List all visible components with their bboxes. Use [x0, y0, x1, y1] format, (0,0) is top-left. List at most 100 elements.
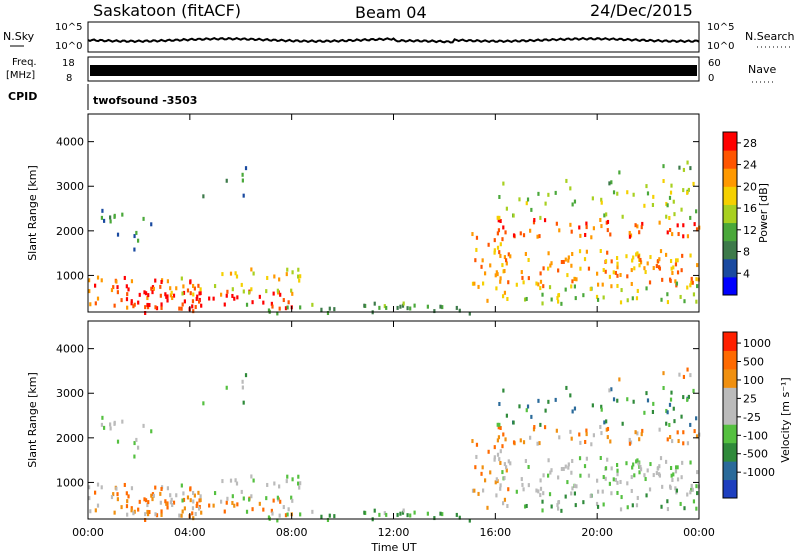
echo-cell — [504, 230, 507, 235]
echo-cell — [164, 292, 167, 297]
echo-cell — [123, 275, 126, 280]
echo-cell — [695, 209, 698, 214]
echo-cell — [592, 226, 595, 231]
echo-cell — [152, 493, 155, 498]
echo-cell — [582, 293, 585, 298]
echo-cell — [670, 390, 673, 395]
echo-cell — [159, 500, 162, 505]
echo-cell — [220, 499, 223, 504]
echo-cell — [626, 505, 629, 510]
echo-cell — [299, 512, 302, 517]
echo-cell — [455, 305, 458, 310]
echo-cell — [691, 487, 694, 492]
echo-cell — [601, 282, 604, 287]
echo-cell — [696, 284, 699, 289]
echo-cell — [562, 466, 565, 471]
echo-cell — [493, 457, 496, 462]
echo-cell — [687, 394, 690, 399]
echo-cell — [499, 276, 502, 281]
echo-cell — [499, 242, 502, 247]
echo-cell — [137, 507, 140, 512]
echo-cell — [682, 234, 685, 239]
echo-cell — [109, 215, 112, 220]
nsearch-tick-low: 10^0 — [707, 41, 734, 52]
echo-cell — [142, 423, 145, 428]
echo-cell — [549, 263, 552, 268]
echo-cell — [574, 503, 577, 508]
power-colorbar-frame — [722, 131, 738, 296]
echo-cell — [93, 283, 97, 288]
velocity-xtick-label: 00:00 — [72, 526, 104, 539]
echo-cell — [633, 266, 636, 271]
echo-cell — [213, 491, 217, 496]
echo-cell — [584, 232, 587, 237]
echo-cell — [619, 300, 623, 305]
echo-cell — [542, 284, 545, 289]
echo-cell — [258, 501, 261, 506]
echo-cell — [543, 218, 547, 223]
echo-cell — [587, 473, 591, 478]
echo-cell — [126, 499, 129, 504]
echo-cell — [665, 214, 668, 219]
echo-cell — [672, 199, 675, 204]
echo-cell — [527, 257, 530, 262]
echo-cell — [266, 275, 269, 280]
echo-cell — [610, 466, 613, 471]
echo-cell — [669, 435, 672, 440]
echo-cell — [619, 272, 622, 277]
echo-cell — [326, 518, 330, 523]
echo-cell — [102, 218, 106, 223]
echo-cell — [578, 249, 582, 254]
echo-cell — [599, 217, 602, 222]
echo-cell — [132, 304, 135, 309]
echo-cell — [657, 466, 660, 471]
echo-cell — [566, 273, 569, 278]
echo-cell — [146, 305, 150, 310]
echo-cell — [333, 514, 336, 519]
echo-cell — [626, 481, 629, 486]
echo-cell — [672, 406, 675, 411]
echo-cell — [669, 278, 672, 283]
echo-cell — [668, 422, 671, 427]
echo-cell — [499, 219, 502, 224]
echo-cell — [539, 279, 543, 284]
echo-cell — [644, 477, 647, 482]
echo-cell — [645, 391, 648, 396]
echo-cell — [524, 458, 527, 463]
echo-cell — [278, 277, 281, 282]
echo-cell — [146, 509, 149, 514]
echo-cell — [585, 428, 588, 433]
echo-cell — [573, 199, 577, 204]
echo-cell — [600, 404, 603, 409]
echo-cell — [208, 296, 211, 301]
echo-cell — [555, 221, 558, 226]
nave-tick-high: 60 — [708, 58, 721, 69]
echo-cell — [503, 462, 506, 467]
echo-cell — [579, 440, 582, 445]
echo-cell — [182, 284, 185, 289]
echo-cell — [125, 297, 129, 302]
echo-cell — [120, 505, 123, 510]
echo-cell — [125, 504, 129, 509]
echo-cell — [495, 493, 498, 498]
echo-cell — [225, 385, 228, 390]
echo-cell — [193, 493, 196, 498]
velocity-cells — [88, 367, 701, 523]
velocity-ylabel: Slant Range [km] — [26, 372, 39, 468]
echo-cell — [509, 461, 512, 466]
echo-cell — [557, 293, 561, 298]
echo-cell — [690, 276, 693, 281]
echo-cell — [278, 484, 281, 489]
echo-cell — [651, 202, 655, 207]
echo-cell — [499, 449, 502, 454]
echo-cell — [181, 302, 184, 307]
echo-cell — [574, 296, 577, 301]
echo-cell — [136, 238, 140, 243]
echo-cell — [536, 441, 539, 446]
echo-cell — [539, 422, 542, 427]
echo-cell — [154, 512, 157, 517]
echo-cell — [689, 490, 692, 495]
echo-cell — [503, 255, 506, 260]
echo-cell — [689, 166, 692, 171]
